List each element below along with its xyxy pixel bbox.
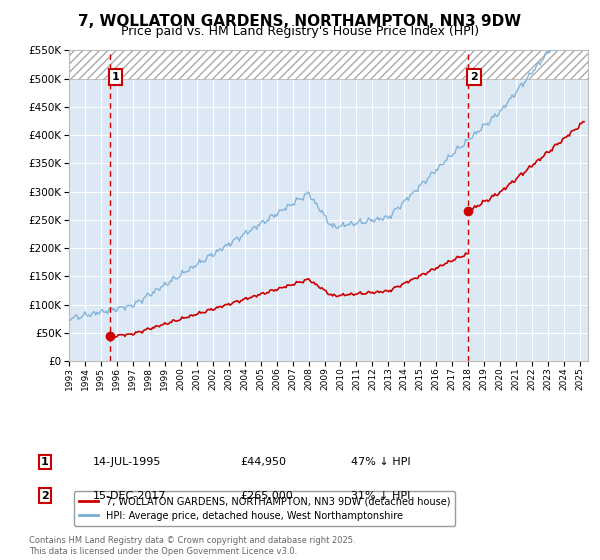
Text: 2: 2: [41, 491, 49, 501]
Text: 47% ↓ HPI: 47% ↓ HPI: [351, 457, 410, 467]
Text: 31% ↓ HPI: 31% ↓ HPI: [351, 491, 410, 501]
Text: 14-JUL-1995: 14-JUL-1995: [93, 457, 161, 467]
Text: 1: 1: [112, 72, 120, 82]
Text: 15-DEC-2017: 15-DEC-2017: [93, 491, 167, 501]
Text: 1: 1: [41, 457, 49, 467]
Text: 2: 2: [470, 72, 478, 82]
Text: £44,950: £44,950: [240, 457, 286, 467]
Text: Price paid vs. HM Land Registry's House Price Index (HPI): Price paid vs. HM Land Registry's House …: [121, 25, 479, 38]
Bar: [69, 50, 588, 78]
Text: £265,000: £265,000: [240, 491, 293, 501]
Text: Contains HM Land Registry data © Crown copyright and database right 2025.
This d: Contains HM Land Registry data © Crown c…: [29, 536, 355, 556]
Text: 7, WOLLATON GARDENS, NORTHAMPTON, NN3 9DW: 7, WOLLATON GARDENS, NORTHAMPTON, NN3 9D…: [79, 14, 521, 29]
Legend: 7, WOLLATON GARDENS, NORTHAMPTON, NN3 9DW (detached house), HPI: Average price, : 7, WOLLATON GARDENS, NORTHAMPTON, NN3 9D…: [74, 491, 455, 526]
